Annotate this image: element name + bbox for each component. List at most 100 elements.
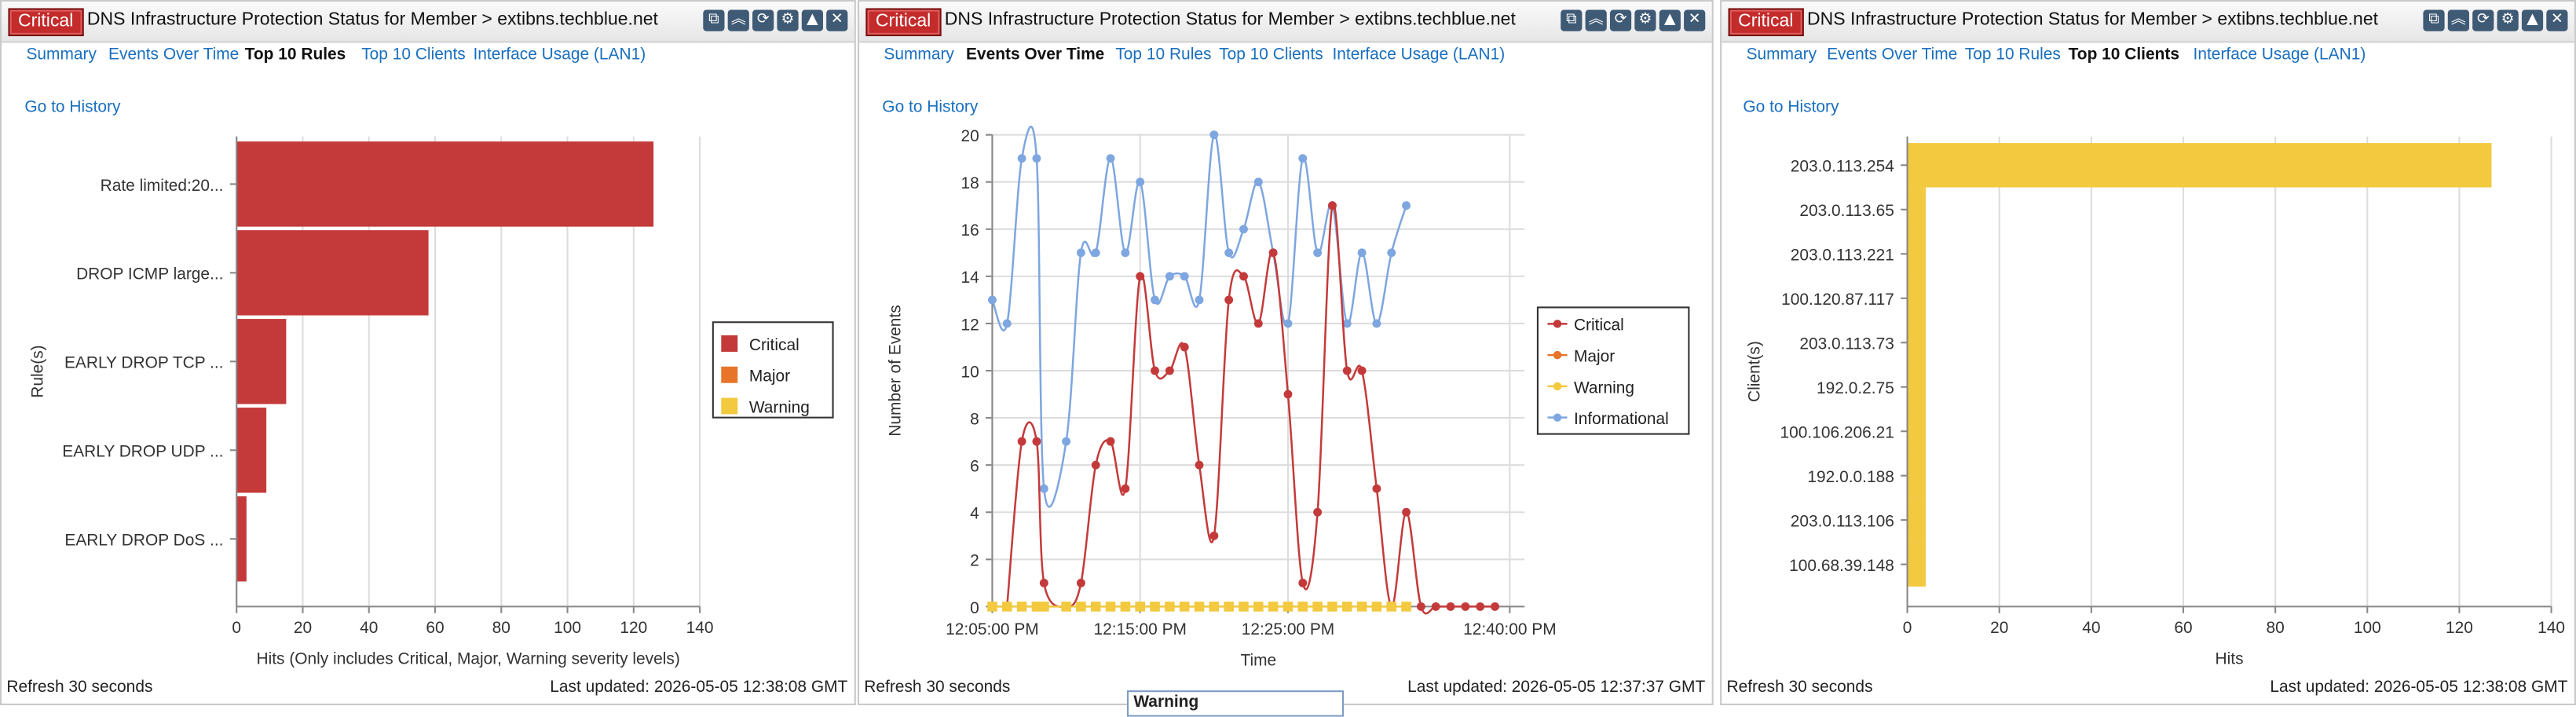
data-point-informational <box>1313 248 1323 258</box>
bar-warning <box>1907 320 1927 365</box>
minimize-icon[interactable]: ▲ <box>801 9 823 31</box>
refresh-icon[interactable]: ⟳ <box>752 9 774 31</box>
y-tick-label: 12 <box>961 316 979 334</box>
data-point-critical <box>1253 319 1263 328</box>
tab-summary[interactable]: Summary <box>884 46 954 64</box>
data-point-critical <box>1313 507 1323 517</box>
settings-icon[interactable]: ⚙ <box>777 9 799 31</box>
y-tick-label: 18 <box>961 174 979 192</box>
minimize-icon[interactable]: ▲ <box>2521 9 2544 31</box>
y-axis-label: Rule(s) <box>28 345 46 397</box>
y-tick-label: 203.0.113.106 <box>1791 513 1894 531</box>
refresh-icon[interactable]: ⟳ <box>1609 9 1632 31</box>
history-link[interactable]: Go to History <box>882 98 979 117</box>
collapse-icon[interactable]: ︽ <box>1585 9 1607 31</box>
tab-top-10-rules[interactable]: Top 10 Rules <box>1115 46 1212 64</box>
data-point-critical <box>1446 602 1455 611</box>
x-axis-label: Time <box>1240 652 1276 670</box>
data-point-informational <box>1039 484 1048 493</box>
tab-top-10-rules[interactable]: Top 10 Rules <box>244 46 346 64</box>
data-point-critical <box>1151 366 1159 375</box>
maximize-icon[interactable]: ⧉ <box>1561 9 1583 31</box>
y-tick-label: 0 <box>970 599 979 617</box>
tab-summary[interactable]: Summary <box>1746 46 1817 64</box>
data-point-warning <box>1120 602 1131 612</box>
settings-icon[interactable]: ⚙ <box>2497 9 2519 31</box>
panel-tabs: Summary Events Over Time Top 10 Rules To… <box>2 46 854 72</box>
data-point-informational <box>1180 272 1189 281</box>
panel-footer: Refresh 30 seconds Last updated: 2026-05… <box>859 674 1712 704</box>
data-point-warning <box>1297 602 1308 612</box>
tab-top-10-rules[interactable]: Top 10 Rules <box>1964 46 2061 64</box>
data-point-critical <box>1283 390 1293 399</box>
data-point-warning <box>1224 602 1234 612</box>
y-tick-label: DROP ICMP large... <box>76 265 223 284</box>
x-tick-label: 12:40:00 PM <box>1463 620 1557 638</box>
data-point-informational <box>1372 319 1381 328</box>
panel-tools: ⧉ ︽ ⟳ ⚙ ▲ ✕ <box>703 9 848 31</box>
tab-events-over-time[interactable]: Events Over Time <box>965 46 1105 64</box>
collapse-icon[interactable]: ︽ <box>727 9 749 31</box>
data-point-critical <box>1017 437 1026 446</box>
legend-swatch <box>721 397 738 415</box>
data-point-warning <box>1356 602 1367 612</box>
data-point-critical <box>1165 366 1174 375</box>
tab-top-10-clients[interactable]: Top 10 Clients <box>2068 46 2180 64</box>
legend-label: Major <box>1574 347 1615 365</box>
bar-critical <box>236 230 429 316</box>
data-point-informational <box>1151 295 1159 305</box>
panel-title: DNS Infrastructure Protection Status for… <box>1806 9 2379 30</box>
bar-critical <box>236 141 654 227</box>
refresh-interval: Refresh 30 seconds <box>6 679 153 697</box>
data-point-informational <box>1342 319 1352 328</box>
x-tick-label: 20 <box>1990 619 2008 637</box>
bar-warning <box>1907 408 1927 454</box>
bar-critical <box>236 408 267 493</box>
refresh-icon[interactable]: ⟳ <box>2472 9 2494 31</box>
y-tick-label: 4 <box>970 505 979 523</box>
tab-top-10-clients[interactable]: Top 10 Clients <box>1219 46 1323 64</box>
data-point-warning <box>987 602 997 612</box>
rules-bar-chart: 0 20 40 60 80 100 120 140 Rate limited:20... DROP… <box>28 136 834 668</box>
y-tick-label: 10 <box>961 363 979 381</box>
collapse-icon[interactable]: ︽ <box>2447 9 2469 31</box>
x-tick-label: 40 <box>2082 619 2100 637</box>
data-point-critical <box>1076 578 1085 587</box>
tab-interface-usage[interactable]: Interface Usage (LAN1) <box>2193 46 2366 64</box>
data-point-informational <box>1402 201 1411 210</box>
bar-warning <box>1907 143 2492 188</box>
data-point-informational <box>1017 154 1026 163</box>
refresh-interval: Refresh 30 seconds <box>1726 679 1873 697</box>
panel-footer: Refresh 30 seconds Last updated: 2026-05… <box>1722 674 2574 704</box>
legend-label: Warning <box>1574 379 1634 397</box>
status-badge: Critical <box>8 8 83 37</box>
maximize-icon[interactable]: ⧉ <box>703 9 725 31</box>
minimize-icon[interactable]: ▲ <box>1659 9 1681 31</box>
y-tick-label: EARLY DROP UDP ... <box>62 443 223 461</box>
tab-summary[interactable]: Summary <box>26 46 97 64</box>
close-icon[interactable]: ✕ <box>826 9 848 31</box>
tab-events-over-time[interactable]: Events Over Time <box>108 46 240 64</box>
data-point-warning <box>1179 602 1190 612</box>
panel-footer: Refresh 30 seconds Last updated: 2026-05… <box>2 674 854 704</box>
data-point-critical <box>1039 578 1048 587</box>
data-point-informational <box>1121 248 1130 258</box>
history-link[interactable]: Go to History <box>24 98 121 117</box>
maximize-icon[interactable]: ⧉ <box>2423 9 2445 31</box>
close-icon[interactable]: ✕ <box>2546 9 2568 31</box>
y-tick-label: 100.120.87.117 <box>1781 291 1894 309</box>
close-icon[interactable]: ✕ <box>1684 9 1706 31</box>
tab-interface-usage[interactable]: Interface Usage (LAN1) <box>473 46 646 64</box>
data-point-warning <box>1209 602 1220 612</box>
data-point-warning <box>1312 602 1323 612</box>
y-tick-label: 8 <box>970 410 979 428</box>
x-tick-label: 100 <box>554 619 581 637</box>
tab-events-over-time[interactable]: Events Over Time <box>1827 46 1958 64</box>
tab-top-10-clients[interactable]: Top 10 Clients <box>361 46 466 64</box>
legend-label: Informational <box>1574 410 1669 428</box>
data-point-critical <box>1195 460 1204 470</box>
settings-icon[interactable]: ⚙ <box>1634 9 1656 31</box>
tab-interface-usage[interactable]: Interface Usage (LAN1) <box>1332 46 1506 64</box>
bar-warning <box>1907 187 1927 232</box>
history-link[interactable]: Go to History <box>1743 98 1839 117</box>
